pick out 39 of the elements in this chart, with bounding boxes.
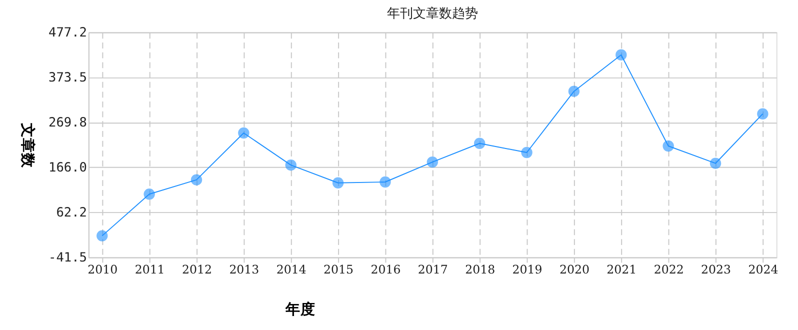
point: [426, 156, 438, 168]
x-tick-label: 2024: [748, 262, 778, 276]
x-tick-label: 2018: [465, 262, 496, 276]
x-tick-label: 2013: [229, 262, 260, 276]
y-tick-label: 477.2: [48, 26, 87, 41]
x-tick-label: 2011: [134, 262, 165, 276]
point: [757, 108, 768, 120]
point: [96, 230, 108, 242]
x-tick-label: 2021: [606, 262, 637, 276]
point: [521, 146, 532, 158]
x-tick-label: 2019: [512, 262, 542, 276]
x-tick-label: 2015: [324, 262, 354, 276]
x-tick-label: 2016: [370, 262, 401, 276]
x-tick-label: 2017: [418, 262, 448, 276]
point: [332, 177, 344, 188]
x-tick-label: 2020: [559, 262, 590, 276]
point: [662, 140, 674, 152]
point: [474, 138, 486, 149]
point: [380, 176, 391, 188]
point: [568, 86, 580, 97]
x-tick-label: 2012: [182, 262, 212, 276]
x-tick-label: 2023: [701, 262, 731, 276]
x-axis-title: 年度: [284, 300, 316, 318]
y-tick-label: -41.5: [48, 250, 87, 266]
y-axis-title: 文章数: [19, 122, 38, 169]
x-tick-label: 2022: [654, 262, 684, 276]
point: [710, 158, 722, 169]
point: [285, 159, 296, 171]
y-tick-label: 166.0: [48, 160, 87, 176]
point: [190, 174, 202, 186]
x-tick-label: 2014: [276, 262, 306, 276]
point: [144, 188, 155, 200]
point: [238, 127, 250, 139]
y-tick-label: 62.2: [56, 206, 87, 221]
x-tick-label: 2010: [88, 262, 118, 276]
chart-title: 年刊文章数趋势: [386, 6, 478, 22]
y-tick-label: 373.5: [48, 70, 87, 86]
y-tick-label: 269.8: [48, 116, 87, 131]
point: [616, 49, 627, 60]
